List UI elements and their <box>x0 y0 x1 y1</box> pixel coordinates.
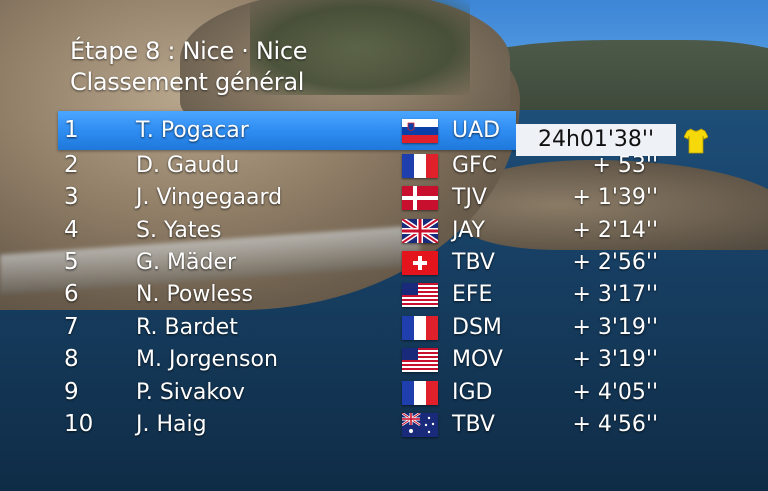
denmark-flag <box>402 186 438 210</box>
time-gap: + 2'14'' <box>572 218 658 243</box>
standings-row: 9 P. Sivakov IGD + 4'05'' <box>0 376 768 409</box>
time-gap: + 3'19'' <box>572 347 658 372</box>
time-gap: + 53'' <box>592 153 658 178</box>
rank: 2 <box>64 152 79 178</box>
leader-time: 24h01'38'' <box>516 124 676 156</box>
rider-name: M. Jorgenson <box>136 347 278 372</box>
team-code: TBV <box>452 250 495 275</box>
usa-flag <box>402 348 438 372</box>
standings-row: 4 S. Yates JAY + 2'14'' <box>0 214 768 247</box>
time-gap: + 3'17'' <box>572 282 658 307</box>
team-code: MOV <box>452 347 503 372</box>
standings-row: 8 M. Jorgenson MOV + 3'19'' <box>0 343 768 376</box>
time-gap: + 1'39'' <box>572 185 658 210</box>
standings-row: 6 N. Powless EFE + 3'17'' <box>0 278 768 311</box>
team-code: TJV <box>452 185 487 210</box>
time-gap: + 2'56'' <box>572 250 658 275</box>
standings-row: 5 G. Mäder TBV + 2'56'' <box>0 246 768 279</box>
rank: 10 <box>64 411 94 437</box>
rider-name: N. Powless <box>136 282 253 307</box>
rider-name: T. Pogacar <box>136 118 249 143</box>
team-code: DSM <box>452 315 502 340</box>
standings-row: 7 R. Bardet DSM + 3'19'' <box>0 311 768 344</box>
usa-flag <box>402 283 438 307</box>
time-gap: + 4'05'' <box>572 380 658 405</box>
leader-highlight-bar <box>58 111 516 150</box>
standings-row: 2 D. Gaudu GFC + 53'' <box>0 149 768 182</box>
yellow-jersey-icon <box>684 128 708 154</box>
slovenia-flag <box>402 119 438 143</box>
team-code: IGD <box>452 380 493 405</box>
time-gap: + 3'19'' <box>572 315 658 340</box>
rider-name: P. Sivakov <box>136 380 245 405</box>
rider-name: J. Vingegaard <box>136 185 283 210</box>
rank: 5 <box>64 249 79 275</box>
team-code: JAY <box>452 218 485 243</box>
headland <box>460 160 768 250</box>
uk-flag <box>402 219 438 243</box>
rank: 4 <box>64 217 79 243</box>
standings-row: 1 T. Pogacar UAD <box>0 114 768 147</box>
vegetation <box>250 0 470 95</box>
standings-row: 3 J. Vingegaard TJV + 1'39'' <box>0 181 768 214</box>
rider-name: D. Gaudu <box>136 153 240 178</box>
team-code: GFC <box>452 153 498 178</box>
rank: 8 <box>64 346 79 372</box>
classification-title: Classement général <box>70 68 305 96</box>
rider-name: G. Mäder <box>136 250 237 275</box>
france-flag <box>402 316 438 340</box>
france-flag <box>402 154 438 178</box>
australia-flag <box>402 413 438 437</box>
team-code: EFE <box>452 282 493 307</box>
rider-name: R. Bardet <box>136 315 238 340</box>
rank: 1 <box>64 117 79 143</box>
time-gap: + 4'56'' <box>572 412 658 437</box>
stage-title: Étape 8 : Nice · Nice <box>70 37 308 65</box>
rider-name: S. Yates <box>136 218 222 243</box>
team-code: UAD <box>452 118 501 143</box>
team-code: TBV <box>452 412 495 437</box>
switzerland-flag <box>402 251 438 275</box>
rank: 6 <box>64 281 79 307</box>
france-flag <box>402 381 438 405</box>
rank: 3 <box>64 184 79 210</box>
rank: 7 <box>64 314 79 340</box>
standings-row: 10 J. Haig TBV + 4'56'' <box>0 408 768 441</box>
rank: 9 <box>64 379 79 405</box>
rider-name: J. Haig <box>136 412 207 437</box>
